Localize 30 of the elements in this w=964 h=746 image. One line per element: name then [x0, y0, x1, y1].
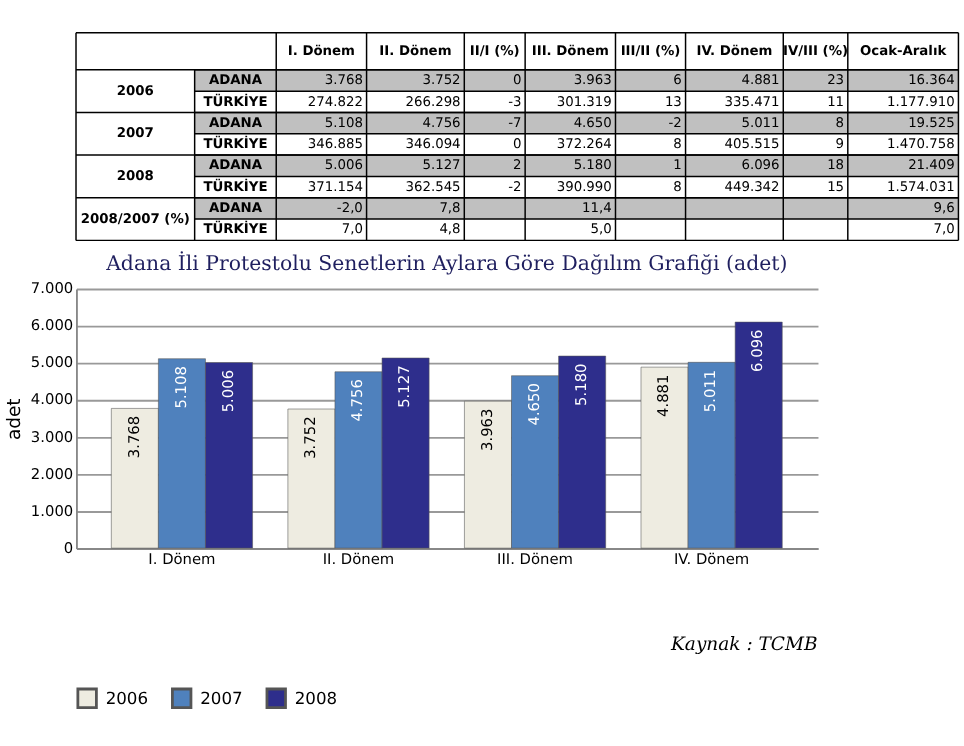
- x-tick-label: II. Dönem: [322, 549, 395, 568]
- data-label: 5.108: [171, 365, 190, 409]
- data-label: 5.180: [571, 362, 590, 406]
- data-label: 3.768: [124, 415, 143, 459]
- data-label: 5.006: [218, 369, 237, 413]
- data-label: 4.650: [524, 382, 543, 426]
- y-tick-label: 3.000: [30, 427, 74, 446]
- data-label: 5.127: [395, 364, 414, 408]
- y-tick-label: 7.000: [30, 279, 74, 298]
- x-tick-label: IV. Dönem: [673, 549, 750, 568]
- data-label: 4.881: [654, 373, 673, 417]
- legend-label: 2008: [294, 687, 338, 708]
- data-label: 4.756: [348, 378, 367, 422]
- y-tick-label: 2.000: [30, 464, 74, 483]
- y-axis-title: adet: [3, 397, 26, 441]
- y-tick-label: 6.000: [30, 316, 74, 335]
- y-tick-label: 4.000: [30, 390, 74, 409]
- chart-title: Adana İli Protestolu Senetlerin Aylara Göre Dağılım Grafiği (adet): [104, 250, 788, 277]
- legend-label: 2007: [200, 687, 243, 708]
- y-tick-label: 5.000: [30, 353, 74, 372]
- text: Kaynak : TCMB: [669, 634, 818, 657]
- data-label: 5.011: [701, 369, 720, 413]
- y-tick-label: 0: [63, 538, 74, 557]
- legend-label: 2006: [105, 687, 149, 708]
- y-tick-label: 1.000: [30, 501, 74, 520]
- x-tick-label: III. Dönem: [497, 549, 574, 568]
- data-label: 3.752: [301, 416, 320, 459]
- x-tick-label: I. Dönem: [148, 549, 216, 568]
- data-label: 3.963: [477, 408, 496, 451]
- data-label: 6.096: [748, 328, 767, 372]
